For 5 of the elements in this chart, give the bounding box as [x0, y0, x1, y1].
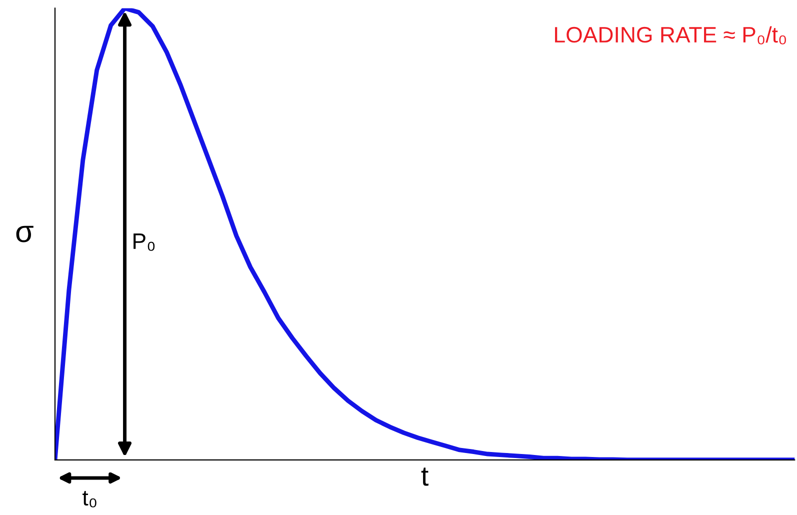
annotation: P₀ [134, 234, 155, 251]
text: t₀ [82, 490, 96, 508]
annotation: LOADING RATE ≈ P₀/t₀ [555, 26, 786, 44]
x-axis-title: t [421, 468, 428, 486]
y-axis-title: σ [16, 226, 34, 242]
